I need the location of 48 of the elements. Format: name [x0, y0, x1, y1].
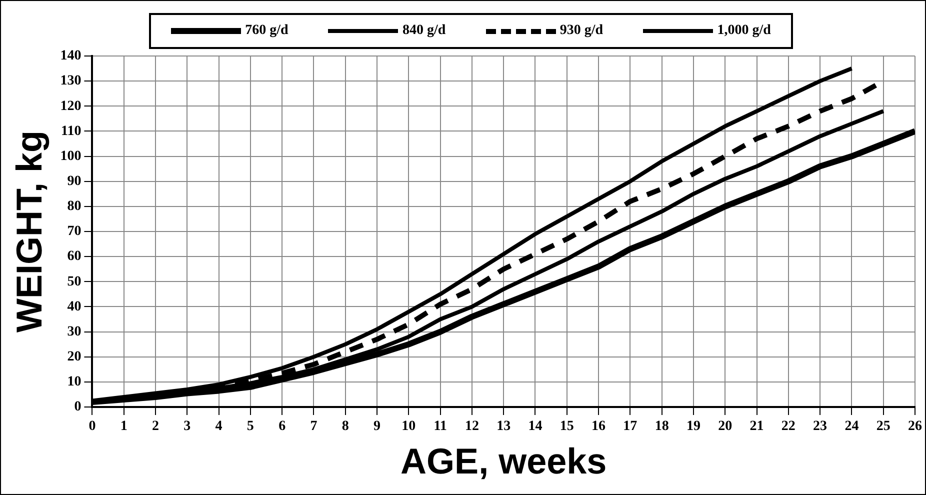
x-tick-label: 15 [560, 419, 574, 434]
x-tick-label: 7 [310, 419, 318, 434]
x-tick-label: 5 [246, 419, 254, 434]
y-tick-label: 60 [67, 249, 82, 264]
x-tick-label: 14 [528, 419, 542, 434]
x-tick-label: 20 [718, 419, 732, 434]
legend-label: 930 g/d [560, 23, 604, 39]
y-tick-label: 10 [67, 374, 82, 390]
y-tick-label: 120 [60, 98, 82, 114]
x-tick-label: 23 [813, 419, 828, 434]
legend-label: 1,000 g/d [717, 23, 771, 39]
y-tick-label: 80 [67, 199, 82, 214]
legend-label: 760 g/d [245, 23, 288, 39]
x-tick-label: 22 [781, 419, 796, 434]
y-tick-label: 110 [60, 124, 82, 139]
y-tick-label: 100 [60, 148, 82, 164]
x-tick-label: 25 [876, 419, 890, 434]
x-tick-label: 17 [623, 419, 638, 434]
y-axis-title: WEIGHT, kg [8, 130, 50, 333]
x-tick-label: 6 [278, 419, 286, 434]
y-tick-label: 0 [74, 400, 82, 415]
y-tick-label: 30 [67, 324, 82, 340]
x-tick-label: 26 [908, 419, 922, 434]
x-tick-label: 18 [654, 419, 669, 434]
x-tick-label: 0 [88, 419, 96, 434]
x-tick-label: 9 [374, 419, 381, 434]
x-tick-label: 8 [342, 419, 349, 434]
x-tick-label: 19 [686, 419, 700, 434]
y-tick-label: 90 [67, 174, 82, 189]
x-tick-label: 3 [184, 419, 191, 434]
x-axis-title: AGE, weeks [400, 440, 607, 482]
x-tick-label: 21 [750, 419, 764, 434]
x-tick-label: 24 [844, 419, 859, 434]
x-tick-label: 2 [152, 419, 159, 434]
y-tick-label: 130 [60, 74, 82, 89]
x-tick-label: 10 [402, 419, 416, 434]
x-tick-label: 1 [120, 419, 128, 434]
x-tick-label: 4 [215, 419, 222, 434]
y-tick-label: 50 [67, 274, 82, 290]
x-tick-label: 11 [434, 419, 447, 434]
y-tick-label: 20 [67, 349, 82, 364]
x-tick-label: 16 [592, 419, 606, 434]
y-tick-label: 140 [60, 48, 82, 64]
legend-label: 840 g/d [402, 23, 446, 39]
y-tick-label: 70 [67, 224, 82, 240]
x-tick-label: 12 [464, 419, 479, 434]
y-tick-label: 40 [67, 299, 82, 314]
x-tick-label: 13 [496, 419, 511, 434]
